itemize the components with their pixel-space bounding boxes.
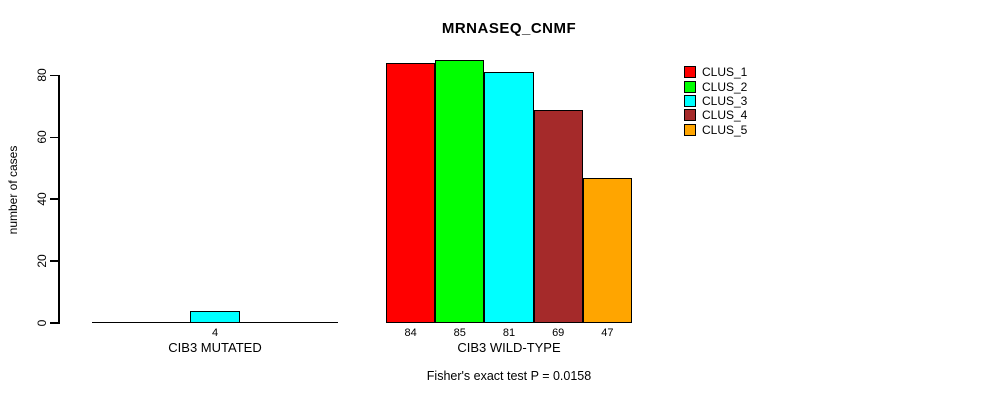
- legend-label: CLUS_5: [702, 122, 748, 137]
- legend-label: CLUS_3: [702, 93, 748, 108]
- legend-item-clus_3: CLUS_3: [684, 94, 747, 108]
- y-tick-label: 80: [35, 68, 49, 83]
- annotation-text: Fisher's exact test P = 0.0158: [426, 369, 592, 383]
- y-tick-mark: [50, 322, 58, 324]
- legend-item-clus_5: CLUS_5: [684, 123, 747, 137]
- legend-label: CLUS_1: [702, 65, 748, 80]
- bar-value-label: 81: [502, 327, 516, 339]
- legend-item-clus_4: CLUS_4: [684, 108, 747, 122]
- group-label-mutated: CIB3 MUTATED: [168, 340, 262, 355]
- bar-clus_4: [533, 109, 583, 323]
- legend-swatch: [684, 109, 696, 122]
- legend-item-clus_1: CLUS_1: [684, 65, 747, 79]
- legend: CLUS_1 CLUS_2 CLUS_3 CLUS_4 CLUS_5: [684, 65, 747, 137]
- chart-title: MRNASEQ_CNMF: [441, 20, 577, 37]
- y-tick-label: 0: [35, 319, 49, 327]
- legend-swatch: [684, 80, 696, 93]
- bar-value-label: 85: [453, 327, 466, 339]
- y-tick-label: 60: [35, 130, 49, 145]
- bar-group-mutated: [92, 0, 338, 323]
- bar-clus_1: [386, 63, 436, 323]
- bar-clus_3: [190, 310, 240, 323]
- y-tick-mark: [50, 198, 58, 200]
- bar-value-label: 47: [601, 327, 614, 339]
- y-axis-label: number of cases: [6, 145, 20, 235]
- legend-swatch: [684, 94, 696, 107]
- bar-clus_3: [484, 72, 534, 323]
- legend-item-clus_2: CLUS_2: [684, 79, 747, 93]
- bar-group-wildtype: [386, 0, 632, 323]
- bar-value-label: 84: [404, 327, 417, 339]
- bar-clus_5: [582, 177, 632, 323]
- group-label-wildtype: CIB3 WILD-TYPE: [457, 340, 561, 355]
- legend-label: CLUS_2: [702, 79, 748, 94]
- y-tick-mark: [50, 74, 58, 77]
- bar-clus_2: [435, 60, 485, 323]
- legend-label: CLUS_4: [702, 108, 748, 123]
- bar-value-label: 69: [552, 327, 565, 339]
- y-tick-label: 40: [35, 192, 49, 206]
- legend-swatch: [684, 123, 696, 136]
- y-tick-mark: [50, 136, 58, 139]
- bar-value-label: 4: [211, 327, 219, 339]
- y-tick-label: 20: [35, 254, 49, 268]
- legend-swatch: [684, 66, 696, 79]
- y-tick-mark: [50, 260, 58, 262]
- y-axis-line: [58, 75, 60, 324]
